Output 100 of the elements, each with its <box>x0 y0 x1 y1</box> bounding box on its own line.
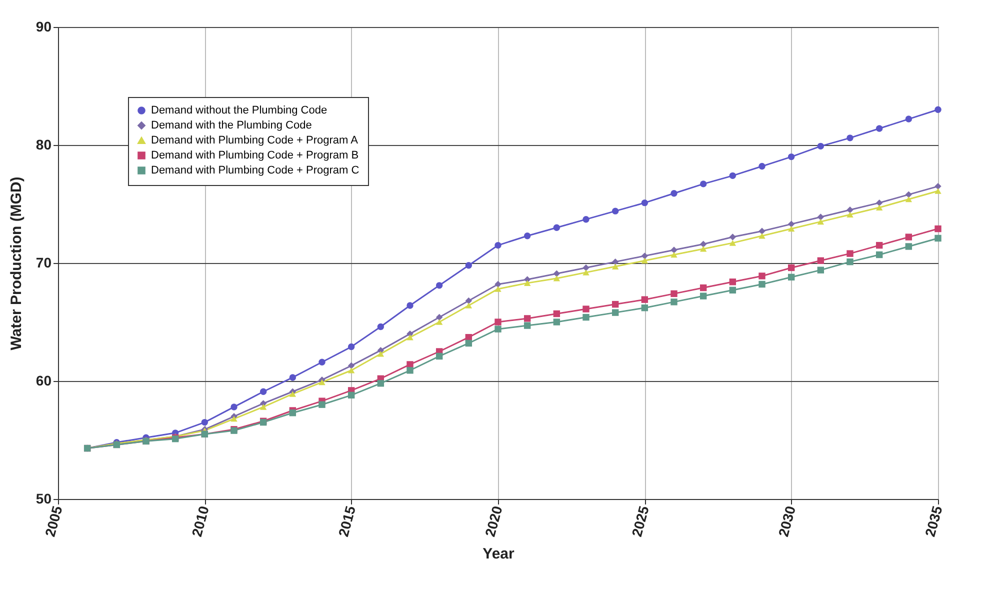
point <box>876 242 883 249</box>
point <box>817 257 824 264</box>
point <box>553 224 560 231</box>
point <box>670 190 678 197</box>
point <box>641 199 648 206</box>
point <box>729 172 736 180</box>
point <box>788 274 795 281</box>
x-tick-label: 2030 <box>775 504 799 538</box>
point <box>553 318 560 326</box>
point <box>641 252 648 260</box>
y-axis-title: Water Production (MGD) <box>8 176 25 350</box>
point <box>788 226 795 232</box>
point <box>758 228 766 234</box>
point <box>436 282 443 289</box>
point <box>729 286 736 294</box>
point <box>582 216 590 223</box>
point <box>494 318 502 326</box>
point <box>846 212 854 218</box>
point <box>230 416 238 422</box>
point <box>905 191 912 198</box>
point <box>553 270 560 277</box>
point <box>700 284 707 292</box>
point <box>494 326 502 332</box>
point <box>377 380 384 387</box>
point <box>524 322 531 329</box>
point <box>934 234 942 242</box>
point <box>582 314 590 321</box>
point <box>612 309 619 316</box>
point <box>612 208 619 214</box>
point <box>846 250 854 257</box>
point <box>876 251 883 258</box>
point <box>553 310 560 318</box>
point <box>758 232 766 239</box>
legend-label: Demand with Plumbing Code + Program A <box>151 134 359 146</box>
x-tick-label: 2020 <box>482 504 506 538</box>
point <box>788 264 795 272</box>
point <box>876 199 883 206</box>
point <box>729 240 736 246</box>
y-tick-label: 80 <box>36 136 52 152</box>
legend-label: Demand with Plumbing Code + Program C <box>151 164 360 176</box>
point <box>670 252 678 258</box>
point <box>788 153 795 160</box>
point <box>876 204 883 210</box>
point <box>817 266 824 274</box>
point <box>465 262 472 269</box>
point <box>318 379 326 386</box>
point <box>582 264 590 272</box>
point <box>524 232 531 240</box>
point <box>612 264 619 270</box>
point <box>494 286 502 292</box>
point <box>905 116 912 122</box>
point <box>406 334 414 340</box>
x-tick-label: 2035 <box>922 504 946 538</box>
legend-label: Demand with the Plumbing Code <box>151 120 312 132</box>
point <box>348 343 355 350</box>
point <box>289 374 296 381</box>
y-tick-label: 60 <box>36 372 52 388</box>
point <box>700 292 707 300</box>
point <box>465 297 472 304</box>
point <box>318 358 326 366</box>
point <box>641 296 648 303</box>
point <box>201 418 208 426</box>
point <box>817 142 824 150</box>
point <box>788 220 795 228</box>
point <box>670 246 678 254</box>
point <box>436 352 443 360</box>
point <box>318 401 326 408</box>
point <box>582 270 590 276</box>
point <box>758 162 766 170</box>
point <box>436 314 443 321</box>
legend-label: Demand without the Plumbing Code <box>151 104 328 116</box>
point <box>524 280 531 286</box>
point <box>377 350 384 357</box>
point <box>553 275 560 282</box>
point <box>260 388 267 395</box>
point <box>817 214 824 220</box>
point <box>406 302 414 309</box>
point <box>494 242 502 249</box>
point <box>700 180 707 188</box>
point <box>670 290 678 298</box>
point <box>289 410 296 416</box>
y-tick-label: 90 <box>36 18 52 34</box>
point <box>465 302 472 308</box>
point <box>934 106 942 113</box>
x-tick-label: 2005 <box>42 504 66 538</box>
point <box>436 319 443 325</box>
point <box>641 258 648 264</box>
point <box>905 234 912 240</box>
point <box>465 340 472 347</box>
point <box>876 125 883 132</box>
point <box>670 298 678 306</box>
point <box>494 280 502 288</box>
point <box>905 243 912 250</box>
point <box>641 304 648 312</box>
y-tick-label: 70 <box>36 254 52 270</box>
x-tick-label: 2025 <box>628 504 652 538</box>
legend-label: Demand with Plumbing Code + Program B <box>151 150 359 162</box>
x-axis-title: Year <box>482 545 515 562</box>
point <box>934 188 942 194</box>
point <box>817 218 824 225</box>
